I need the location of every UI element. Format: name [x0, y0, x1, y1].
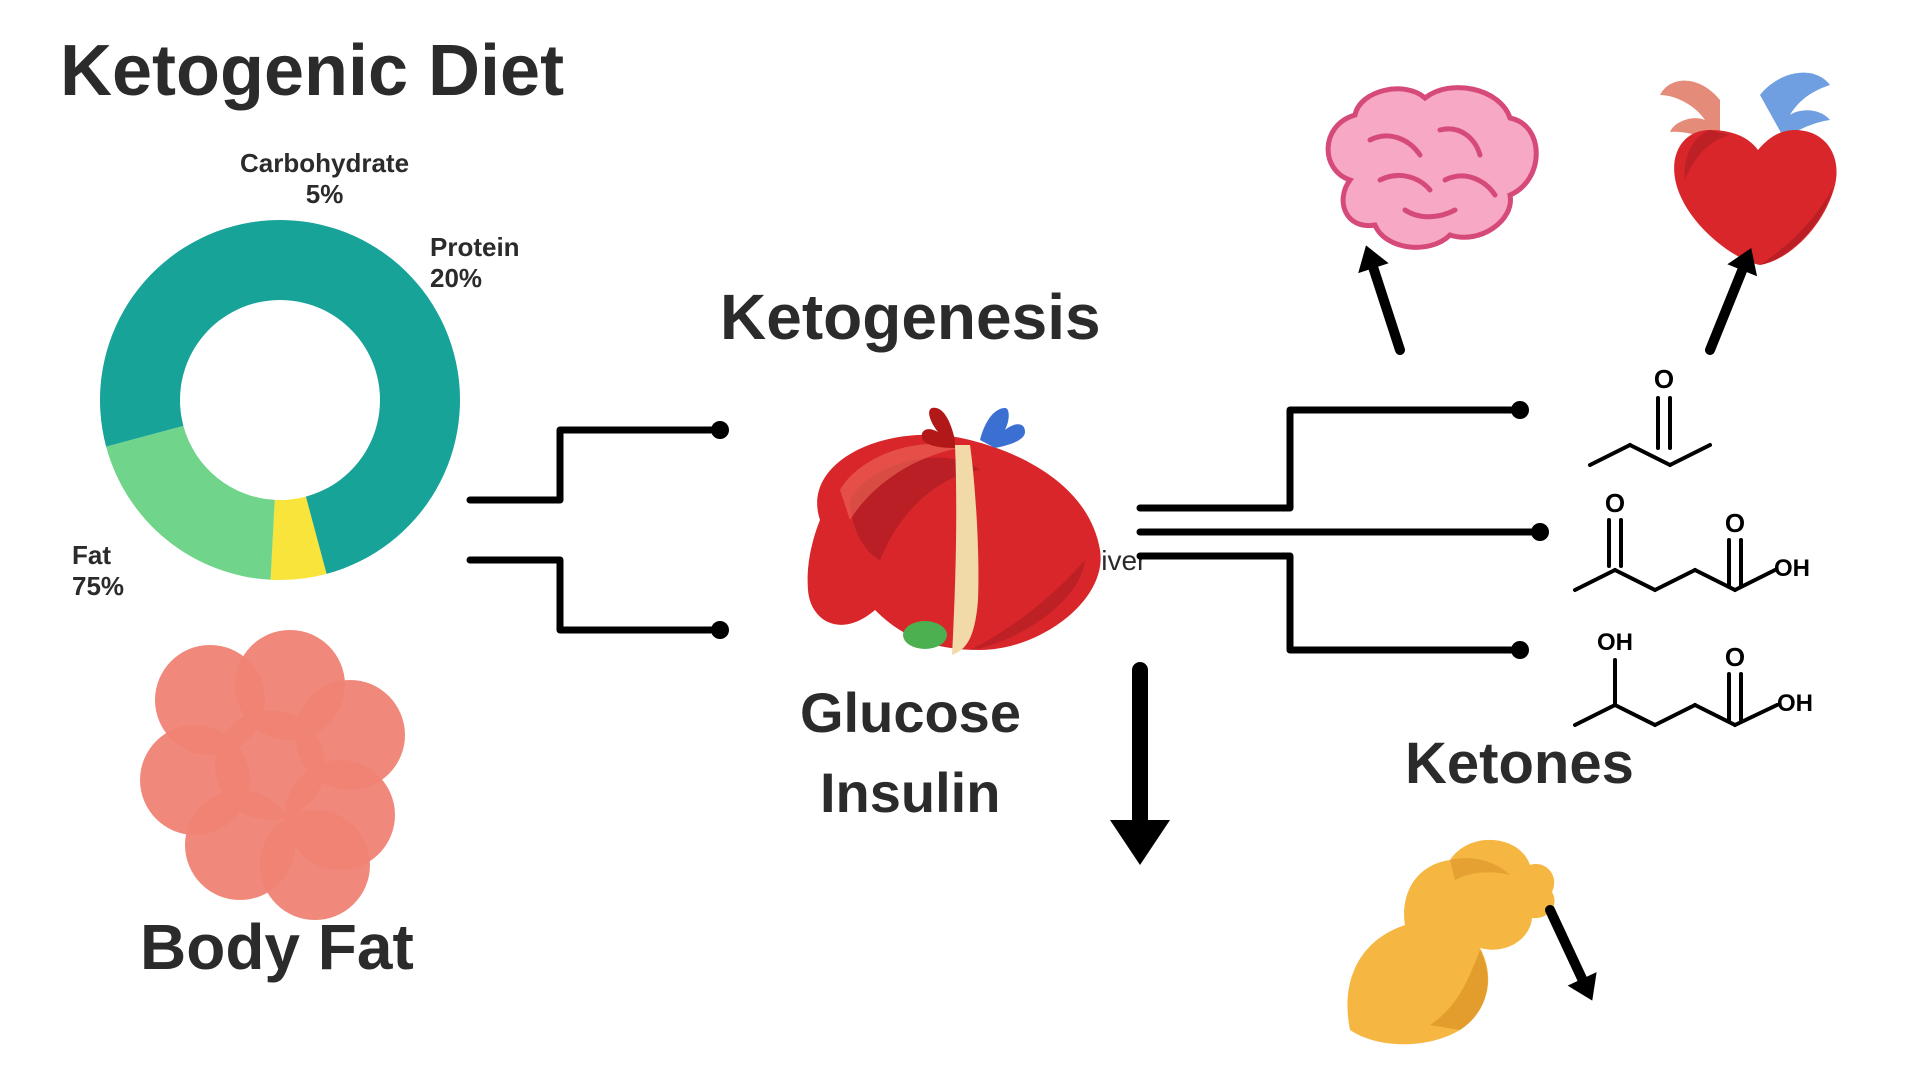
liver-icon: [780, 400, 1120, 700]
donut-slice-protein: [106, 426, 275, 580]
svg-text:OH: OH: [1774, 555, 1810, 582]
arrow-icon: [1380, 230, 1520, 370]
svg-text:OH: OH: [1597, 629, 1633, 656]
svg-text:O: O: [1725, 508, 1745, 538]
insulin-label: Insulin: [820, 760, 1000, 825]
ketogenesis-label: Ketogenesis: [720, 280, 1101, 354]
acetoacetate-structure-icon: O O OH: [1560, 470, 1820, 620]
donut-label-carbohydrate: Carbohydrate5%: [240, 148, 409, 210]
svg-text:O: O: [1605, 488, 1625, 518]
down-arrow-icon: [1080, 660, 1200, 880]
body-fat-cells-icon: [100, 580, 460, 940]
page-title: Ketogenic Diet: [60, 30, 564, 112]
svg-text:O: O: [1725, 642, 1745, 672]
bhb-structure-icon: OH O OH: [1555, 600, 1835, 760]
donut-label-protein: Protein20%: [430, 232, 520, 294]
arrow-icon: [1690, 230, 1830, 370]
svg-text:OH: OH: [1777, 690, 1813, 717]
arrow-icon: [1530, 800, 1660, 930]
svg-text:O: O: [1654, 364, 1674, 394]
acetone-structure-icon: O: [1570, 350, 1750, 490]
body-fat-label: Body Fat: [140, 910, 414, 984]
macros-donut-chart: [80, 200, 480, 600]
